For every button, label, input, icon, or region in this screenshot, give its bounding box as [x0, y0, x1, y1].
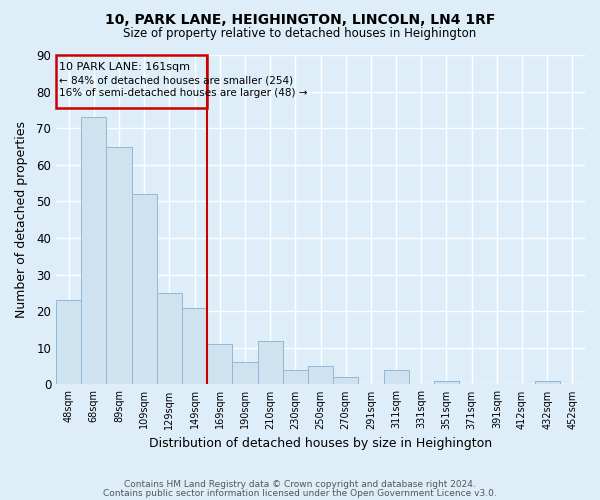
Bar: [283, 370, 308, 384]
Y-axis label: Number of detached properties: Number of detached properties: [15, 121, 28, 318]
Bar: [157, 293, 182, 384]
Bar: [333, 377, 358, 384]
Bar: [56, 55, 207, 108]
Bar: [131, 194, 157, 384]
Bar: [257, 340, 283, 384]
Text: 10 PARK LANE: 161sqm: 10 PARK LANE: 161sqm: [59, 62, 190, 72]
Text: 10, PARK LANE, HEIGHINGTON, LINCOLN, LN4 1RF: 10, PARK LANE, HEIGHINGTON, LINCOLN, LN4…: [105, 12, 495, 26]
Bar: [182, 308, 207, 384]
Bar: [383, 370, 409, 384]
Bar: [232, 362, 257, 384]
Text: 16% of semi-detached houses are larger (48) →: 16% of semi-detached houses are larger (…: [59, 88, 307, 98]
Bar: [81, 117, 106, 384]
Bar: [106, 146, 131, 384]
X-axis label: Distribution of detached houses by size in Heighington: Distribution of detached houses by size …: [149, 437, 492, 450]
Bar: [207, 344, 232, 385]
Bar: [56, 300, 81, 384]
Text: Contains public sector information licensed under the Open Government Licence v3: Contains public sector information licen…: [103, 490, 497, 498]
Bar: [308, 366, 333, 384]
Text: Size of property relative to detached houses in Heighington: Size of property relative to detached ho…: [124, 28, 476, 40]
Bar: [535, 381, 560, 384]
Text: Contains HM Land Registry data © Crown copyright and database right 2024.: Contains HM Land Registry data © Crown c…: [124, 480, 476, 489]
Bar: [434, 381, 459, 384]
Text: ← 84% of detached houses are smaller (254): ← 84% of detached houses are smaller (25…: [59, 75, 293, 85]
